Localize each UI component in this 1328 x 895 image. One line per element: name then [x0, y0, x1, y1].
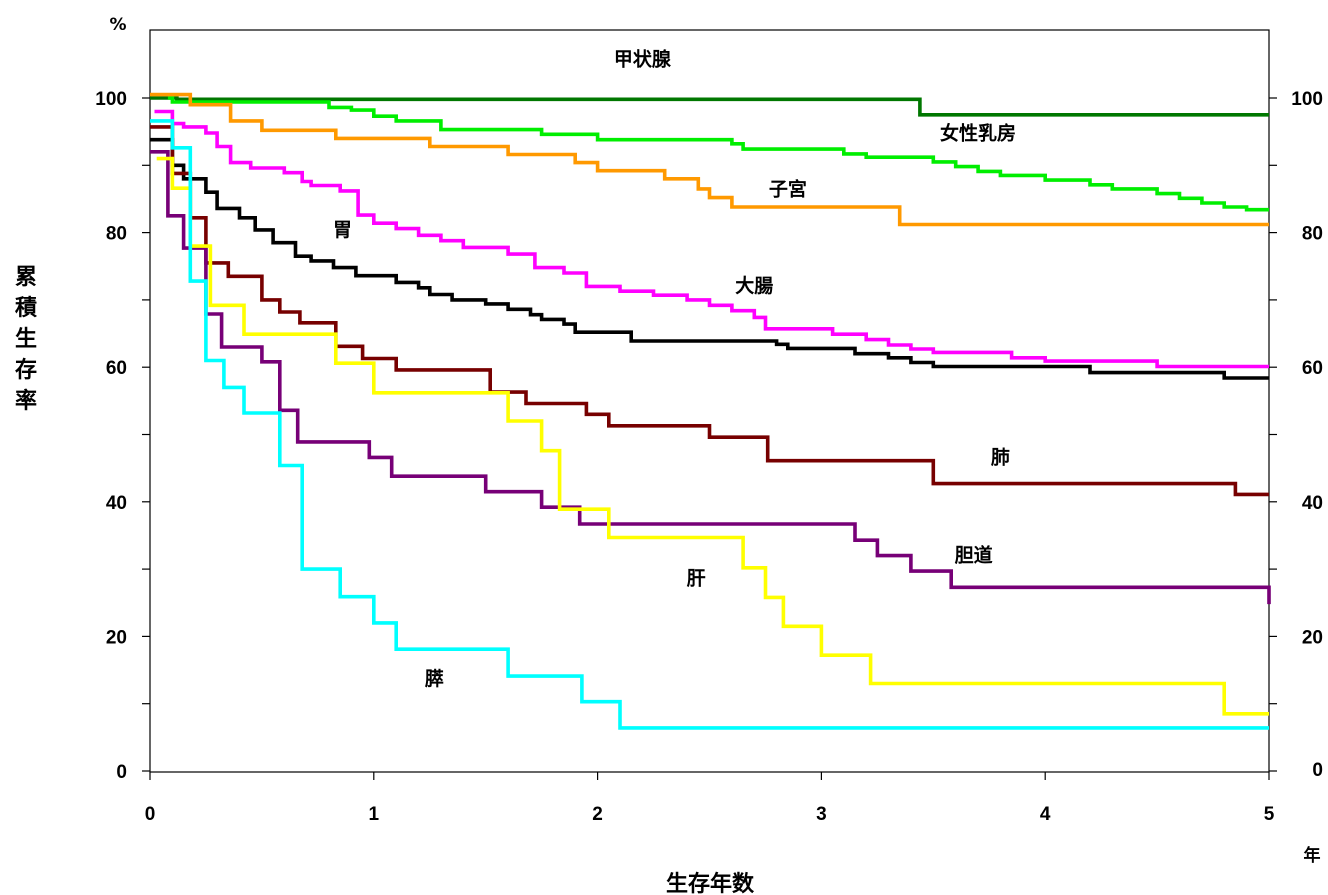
- series-line: [150, 119, 1269, 730]
- series-label: 肝: [687, 568, 706, 590]
- series-label: 女性乳房: [940, 122, 1016, 145]
- y-tick-label-right: 20: [1302, 627, 1323, 648]
- x-tick-label: 4: [1040, 804, 1051, 825]
- axis-tick-labels: 0 1 2 3 4 5 0 20 40 60 80 100 0 20 40 60 80 100: [95, 89, 1323, 825]
- y-tick-label-right: 80: [1302, 224, 1323, 245]
- series-label: 胃: [333, 219, 352, 241]
- x-tick-label: 0: [145, 804, 156, 825]
- series-label: 子宮: [769, 178, 807, 201]
- y-unit-label: %: [109, 15, 126, 35]
- x-tick-label: 5: [1264, 804, 1275, 825]
- y-tick-label-right: 40: [1302, 493, 1323, 514]
- x-axis-title: 生存年数: [666, 871, 755, 895]
- y-tick-label-right: 60: [1302, 358, 1323, 379]
- series-line: [167, 96, 1269, 212]
- y-tick-label-right: 0: [1312, 760, 1323, 781]
- y-tick-label-right: 100: [1291, 89, 1323, 110]
- y-tick-label-left: 20: [106, 627, 127, 648]
- x-unit-label: 年: [1304, 845, 1321, 866]
- series-label: 肺: [991, 446, 1010, 468]
- y-tick-label-left: 0: [116, 762, 127, 783]
- x-tick-label: 2: [592, 804, 603, 825]
- series-lines: [150, 92, 1271, 730]
- y-tick-label-left: 40: [106, 493, 127, 514]
- series-label: 大腸: [735, 274, 773, 297]
- series-line: [150, 92, 1269, 227]
- y-tick-label-left: 60: [106, 358, 127, 379]
- series-line: [154, 109, 1269, 369]
- y-tick-label-left: 80: [106, 224, 127, 245]
- series-label: 膵: [425, 667, 444, 690]
- x-tick-label: 1: [369, 804, 380, 825]
- axis-ticks: [142, 97, 1277, 780]
- series-line: [150, 137, 1269, 380]
- y-axis-title: 累積生存率: [15, 265, 38, 414]
- x-tick-label: 3: [816, 804, 827, 825]
- plot-frame: [149, 29, 1270, 773]
- series-label: 甲状腺: [614, 48, 672, 71]
- y-tick-label-left: 100: [95, 89, 127, 110]
- series-label: 胆道: [955, 544, 993, 567]
- series-line: [150, 125, 1269, 497]
- series-line: [156, 156, 1269, 716]
